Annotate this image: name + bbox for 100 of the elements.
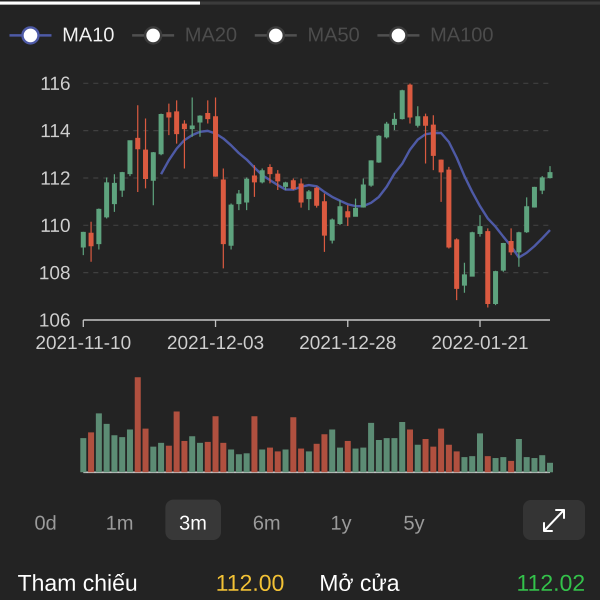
bar	[314, 444, 320, 472]
candlestick	[306, 189, 312, 211]
bar	[189, 436, 196, 472]
candlestick	[236, 189, 242, 211]
candlestick	[298, 178, 304, 208]
candlestick	[127, 140, 132, 177]
candlestick	[220, 168, 226, 269]
bar	[492, 458, 499, 472]
candlestick	[205, 100, 210, 124]
text: 112.00	[217, 574, 284, 592]
bar	[259, 449, 266, 472]
bar	[484, 456, 491, 472]
candlestick	[88, 221, 94, 262]
candlestick	[260, 168, 265, 184]
candlestick	[228, 202, 234, 250]
candlestick	[438, 158, 444, 202]
text: Mở cửa	[321, 573, 400, 592]
candlestick	[322, 193, 327, 252]
bar	[134, 377, 141, 472]
text: 1m	[107, 516, 132, 530]
candlestick	[540, 175, 545, 195]
text: 5y	[404, 516, 425, 534]
candlestick	[337, 200, 342, 226]
candlestick	[158, 112, 164, 156]
candlestick	[112, 174, 117, 212]
text: 0d	[35, 515, 56, 530]
bar	[251, 416, 258, 472]
y-tick-label: 106	[40, 313, 70, 327]
bar	[422, 439, 429, 472]
candlestick	[353, 198, 358, 218]
bar	[344, 440, 351, 472]
candlestick	[485, 228, 490, 308]
candlestick	[493, 270, 498, 306]
candlestick	[470, 231, 475, 278]
candlestick	[174, 100, 180, 144]
text: 6m	[254, 516, 280, 530]
candlestick	[182, 120, 187, 170]
x-tick-label: 2021-11-10	[36, 336, 130, 350]
bar	[406, 430, 413, 472]
bar	[329, 430, 336, 472]
bar	[414, 444, 421, 472]
bar	[547, 462, 554, 472]
candlestick	[407, 82, 412, 124]
candlestick	[252, 164, 257, 198]
candlestick	[104, 176, 110, 220]
bar	[88, 432, 94, 472]
bar	[266, 448, 273, 472]
candlestick	[384, 121, 390, 140]
candlestick	[423, 112, 428, 164]
bar	[126, 430, 133, 472]
candlestick	[415, 106, 420, 128]
bar	[336, 448, 343, 472]
candlestick	[516, 231, 522, 268]
bar	[508, 460, 514, 472]
candlestick	[290, 178, 296, 191]
y-tick-label: 112	[42, 171, 70, 185]
candlestick	[400, 89, 405, 120]
candlestick	[96, 208, 102, 250]
bar	[181, 440, 188, 472]
candlestick	[330, 218, 335, 244]
candlestick	[80, 231, 86, 256]
candlestick	[275, 170, 280, 191]
x-tick-label: 2021-12-28	[300, 336, 396, 350]
bar	[306, 451, 312, 472]
candlestick	[376, 134, 382, 164]
candlestick	[360, 178, 366, 208]
line-series	[160, 130, 552, 259]
bar	[477, 433, 483, 472]
candlestick	[150, 151, 156, 206]
candlestick	[120, 171, 125, 198]
candlestick	[430, 114, 436, 171]
bar	[228, 449, 234, 472]
candlestick	[548, 166, 553, 180]
candlestick	[508, 228, 514, 256]
candlestick	[477, 214, 482, 238]
bar	[352, 448, 359, 472]
text: 3m	[180, 516, 206, 530]
x-tick-label: 2021-12-03	[168, 336, 264, 350]
bar	[321, 434, 328, 472]
bar	[500, 457, 506, 472]
candlestick	[197, 114, 202, 138]
legend-label: MA10	[64, 27, 114, 42]
bar	[142, 428, 149, 472]
x-tick-label: 2022-01-21	[432, 336, 528, 350]
candlestick	[213, 96, 218, 178]
candlestick	[368, 160, 374, 188]
bar	[80, 438, 86, 472]
bar	[220, 442, 226, 472]
y-tick-label: 116	[42, 76, 70, 90]
text: Tham chiếu	[18, 573, 136, 592]
y-tick-label: 110	[42, 218, 70, 232]
candlestick	[462, 262, 467, 294]
candlestick	[446, 166, 452, 250]
candlestick	[283, 181, 288, 191]
text: 112.02	[518, 574, 584, 592]
candlestick	[524, 196, 530, 234]
candlestick	[345, 204, 350, 227]
candlestick	[532, 186, 537, 208]
text: 1y	[332, 516, 352, 534]
candlestick	[454, 238, 460, 301]
